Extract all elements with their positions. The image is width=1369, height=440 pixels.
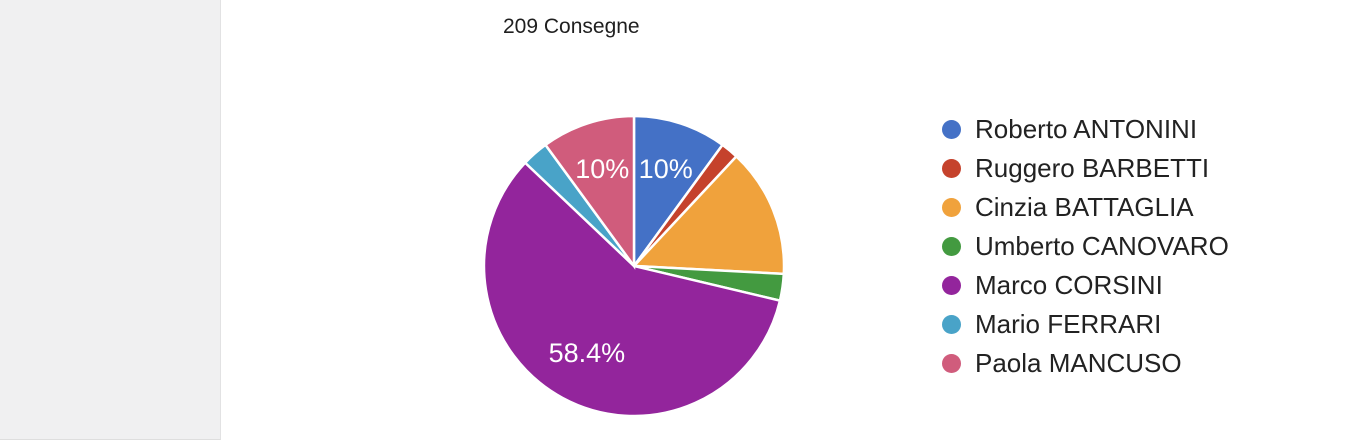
legend-item-umberto-canovaro[interactable]: Umberto CANOVARO xyxy=(942,227,1229,266)
legend-color-dot-icon xyxy=(942,276,961,295)
legend-item-label: Marco CORSINI xyxy=(975,270,1163,300)
chart-legend: Roberto ANTONINI Ruggero BARBETTI Cinzia B… xyxy=(942,110,1229,383)
pie-slice-label-marco-corsini: 58.4% xyxy=(549,338,626,368)
legend-item-cinzia-battaglia[interactable]: Cinzia BATTAGLIA xyxy=(942,188,1229,227)
legend-color-dot-icon xyxy=(942,159,961,178)
legend-item-roberto-antonini[interactable]: Roberto ANTONINI xyxy=(942,110,1229,149)
pie-slice-roberto-antonini[interactable] xyxy=(632,114,725,270)
legend-color-dot-icon xyxy=(942,315,961,334)
pie-slice-label-paola-mancuso: 10% xyxy=(575,154,629,184)
legend-item-paola-mancuso[interactable]: Paola MANCUSO xyxy=(942,344,1229,383)
pie-slice-paola-mancuso[interactable] xyxy=(543,114,636,270)
pie-slice-marco-corsini[interactable] xyxy=(482,160,782,418)
legend-item-label: Mario FERRARI xyxy=(975,309,1162,339)
pie-slice-cinzia-battaglia[interactable] xyxy=(631,154,786,276)
legend-item-label: Ruggero BARBETTI xyxy=(975,153,1210,183)
legend-item-label: Cinzia BATTAGLIA xyxy=(975,192,1194,222)
legend-item-ruggero-barbetti[interactable]: Ruggero BARBETTI xyxy=(942,149,1229,188)
legend-item-marco-corsini[interactable]: Marco CORSINI xyxy=(942,266,1229,305)
chart-title: 209 Consegne xyxy=(503,15,640,38)
legend-color-dot-icon xyxy=(942,354,961,373)
sidebar-panel xyxy=(0,0,221,440)
pie-slice-label-roberto-antonini: 10% xyxy=(639,154,693,184)
legend-color-dot-icon xyxy=(942,198,961,217)
legend-item-mario-ferrari[interactable]: Mario FERRARI xyxy=(942,305,1229,344)
legend-color-dot-icon xyxy=(942,237,961,256)
legend-item-label: Paola MANCUSO xyxy=(975,348,1182,378)
legend-color-dot-icon xyxy=(942,120,961,139)
legend-item-label: Umberto CANOVARO xyxy=(975,231,1229,261)
legend-item-label: Roberto ANTONINI xyxy=(975,114,1198,144)
